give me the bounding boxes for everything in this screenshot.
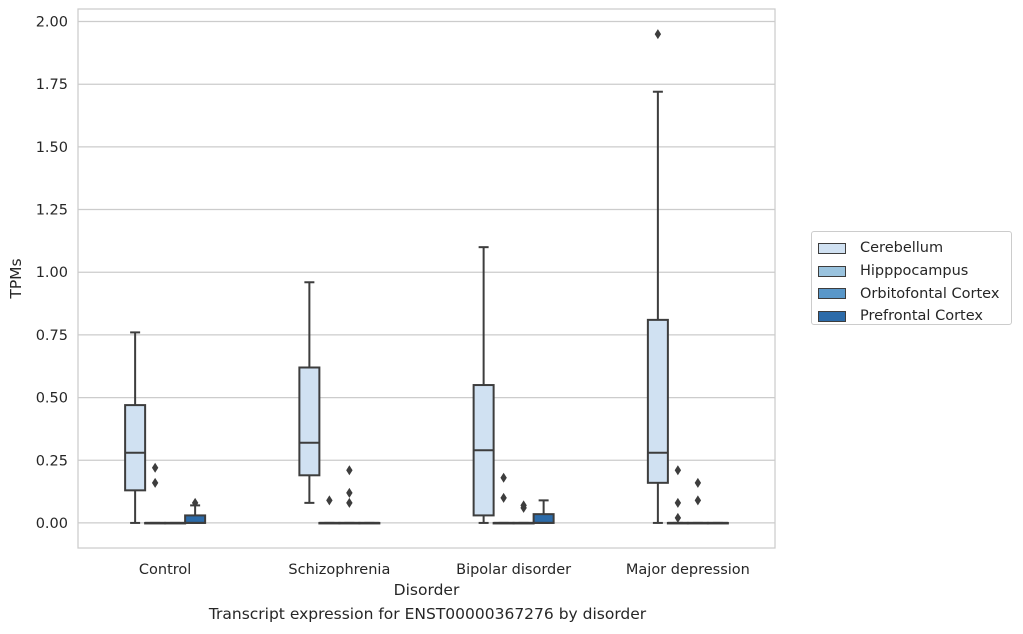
legend-label: Hipppocampus xyxy=(860,263,969,280)
box-group xyxy=(706,521,729,525)
outlier-point xyxy=(326,495,333,506)
legend-item: Hipppocampus xyxy=(818,260,1011,283)
outlier-point xyxy=(674,465,682,476)
x-tick-label: Schizophrenia xyxy=(288,562,390,578)
box-group xyxy=(686,477,709,525)
outlier-point xyxy=(151,477,159,488)
box-group xyxy=(318,495,341,525)
y-axis-title: TPMs xyxy=(7,258,25,299)
outlier-point xyxy=(500,472,507,483)
box-group xyxy=(532,499,555,524)
outlier-point xyxy=(346,465,353,476)
y-tick-label: 0.50 xyxy=(36,391,68,407)
x-tick-labels: Control Schizophrenia Bipolar disorder Majo… xyxy=(139,562,750,578)
outlier-point xyxy=(151,462,159,473)
box xyxy=(532,513,555,524)
box-group xyxy=(492,472,515,525)
box-group xyxy=(298,281,321,504)
y-tick-label: 2.00 xyxy=(36,15,68,31)
x-tick-label: Major depression xyxy=(626,562,750,578)
box-group xyxy=(144,462,167,525)
outlier-point xyxy=(500,492,507,503)
box-group xyxy=(646,29,669,524)
legend-swatch xyxy=(818,242,846,254)
outlier-point xyxy=(520,500,527,511)
outlier-point xyxy=(674,512,682,523)
legend-item: Orbitofontal Cortex xyxy=(818,282,1011,305)
y-tick-label: 0.00 xyxy=(36,516,68,532)
chart-caption: Transcript expression for ENST0000036727… xyxy=(208,605,647,623)
x-tick-label: Bipolar disorder xyxy=(456,562,571,578)
outlier-point xyxy=(654,29,662,40)
outlier-point xyxy=(694,495,702,506)
box xyxy=(646,318,669,484)
box-group xyxy=(666,465,689,525)
box-group xyxy=(472,246,495,524)
box xyxy=(184,514,207,524)
outlier-point xyxy=(674,497,682,508)
box-group xyxy=(358,521,381,525)
legend-swatch xyxy=(818,265,846,277)
y-tick-label: 1.00 xyxy=(36,265,68,281)
box-group xyxy=(184,497,207,524)
legend-label: Orbitofontal Cortex xyxy=(860,285,1000,302)
box-group xyxy=(164,521,187,525)
y-tick-label: 1.50 xyxy=(36,140,68,156)
outlier-point xyxy=(346,497,353,508)
y-tick-label: 1.75 xyxy=(36,77,68,93)
outlier-point xyxy=(191,497,199,508)
box-group xyxy=(338,465,361,525)
legend-label: Prefrontal Cortex xyxy=(860,308,983,325)
box-group xyxy=(512,500,535,525)
y-tick-label: 1.25 xyxy=(36,203,68,219)
gridlines xyxy=(78,20,775,524)
outlier-point xyxy=(694,477,702,488)
legend-label: Cerebellum xyxy=(860,240,944,257)
box-group xyxy=(124,331,147,524)
y-tick-label: 0.25 xyxy=(36,453,68,469)
legend-swatch xyxy=(818,288,846,300)
boxes-layer xyxy=(124,29,729,525)
x-tick-label: Control xyxy=(139,562,191,578)
x-axis-title: Disorder xyxy=(394,581,460,599)
box xyxy=(124,404,147,492)
legend-item: Cerebellum xyxy=(818,237,1011,260)
y-tick-label: 0.75 xyxy=(36,328,68,344)
legend-swatch xyxy=(818,310,846,322)
legend-item: Prefrontal Cortex xyxy=(818,305,1011,328)
y-tick-labels: 0.00 0.25 0.50 0.75 1.00 1.25 1.50 1.75 2.00 xyxy=(36,15,68,532)
box xyxy=(298,366,321,477)
legend: Cerebellum Hipppocampus Orbitofontal Corte… xyxy=(811,231,1012,325)
outlier-point xyxy=(346,487,353,498)
plot-frame xyxy=(77,8,776,549)
